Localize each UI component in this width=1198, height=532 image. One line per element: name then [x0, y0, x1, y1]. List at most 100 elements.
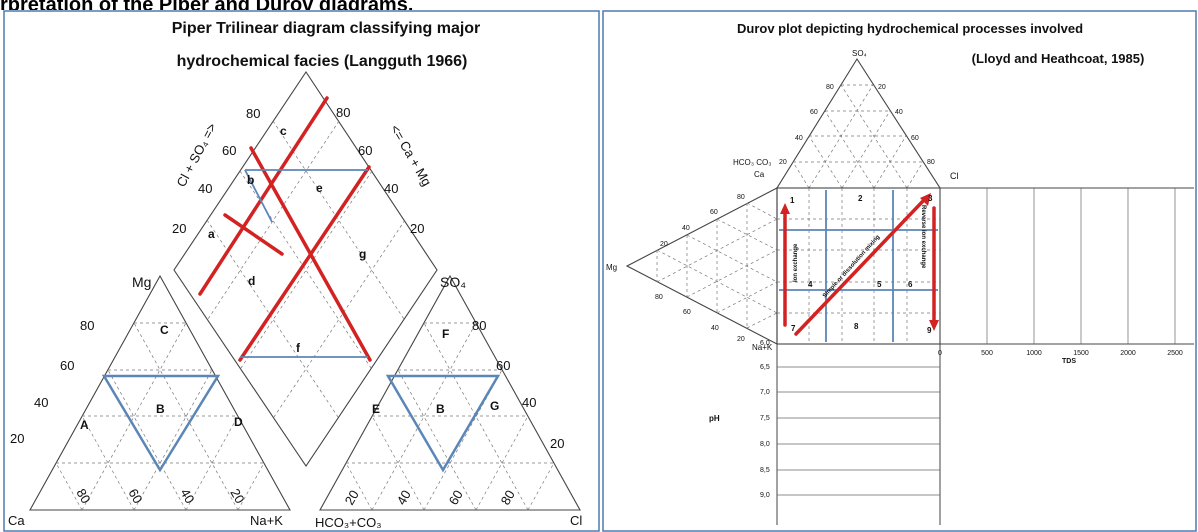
durov-zone-lines [779, 190, 938, 342]
diamond-blue-lines [240, 169, 368, 358]
diamond-tick-right-40: 40 [384, 181, 398, 196]
durov-main-square: 1 2 3 4 5 6 7 8 9 Ion exchange Simple or… [776, 187, 941, 345]
ph-tick-9-0: 9,0 [760, 492, 770, 499]
tds-tick-2000: 2000 [1120, 350, 1136, 357]
durov-top-tick-l60: 60 [810, 109, 818, 116]
piper-panel-border [3, 10, 600, 532]
anion-tick-20: 20 [550, 436, 564, 451]
anion-bottom-tick-40: 40 [394, 487, 414, 507]
durov-top-tick-l40: 40 [795, 135, 803, 142]
ph-tick-7-0: 7,0 [760, 389, 770, 396]
anion-tick-40: 40 [522, 395, 536, 410]
cation-outline [29, 274, 291, 511]
durov-cell-3: 3 [928, 194, 933, 203]
zone-f: f [296, 341, 301, 355]
ph-axis-label: pH [709, 414, 720, 423]
cation-bottom-tick-80: 80 [73, 486, 93, 506]
diamond-right-axis-label: <= Ca + Mg [387, 122, 434, 189]
zone-b: b [247, 173, 254, 187]
cation-base-left-label: Ca [8, 513, 25, 528]
diamond-left-axis-label: Cl + SO₄ => [173, 121, 219, 190]
durov-left-tick-u20: 20 [660, 241, 668, 248]
anion-triangle: SO₄ HCO₃+CO₃ Cl 80 60 40 20 20 40 60 80 … [315, 274, 582, 530]
durov-left-tick-l40: 40 [711, 325, 719, 332]
zone-a: a [208, 227, 215, 241]
cation-bottom-tick-20: 20 [227, 486, 247, 506]
durov-cell-7: 7 [791, 324, 796, 333]
anion-bottom-tick-60: 60 [446, 487, 466, 507]
durov-top-triangle: SO₄ HCO₃ CO₃ Ca Cl 80 60 40 20 20 40 60 … [733, 49, 959, 189]
anion-bottom-tick-20: 20 [342, 487, 362, 507]
diamond-tick-left-80: 80 [246, 106, 260, 121]
durov-left-tick-l80: 80 [655, 294, 663, 301]
durov-top-outline [776, 57, 942, 189]
durov-top-tick-r40: 40 [895, 109, 903, 116]
tds-tick-2500: 2500 [1167, 350, 1183, 357]
durov-ph-panel: 6,0 6,5 7,0 7,5 8,0 8,5 9,0 pH [709, 340, 941, 525]
durov-left-tick-l20: 20 [737, 336, 745, 343]
cation-bottom-tick-40: 40 [177, 486, 197, 506]
zone-c: c [280, 124, 287, 138]
diamond-outline [173, 71, 438, 467]
durov-tds-panel: 0 500 1000 1500 2000 2500 TDS [938, 187, 1194, 365]
cation-zone-C: C [160, 323, 169, 337]
cation-triangle: Mg Ca Na+K 80 60 40 20 80 60 40 20 A B C… [8, 274, 291, 528]
cation-zone-B: B [156, 402, 165, 416]
cation-zone-B-triangle [101, 374, 221, 473]
diamond-tick-right-60: 60 [358, 143, 372, 158]
durov-left-apex-label: Mg [606, 263, 617, 272]
durov-diagram: Durov plot depicting hydrochemical proce… [606, 21, 1194, 525]
ph-tick-8-5: 8,5 [760, 467, 770, 474]
zone-d: d [248, 274, 255, 288]
durov-title-line1: Durov plot depicting hydrochemical proce… [737, 21, 1083, 36]
cation-apex-label: Mg [132, 274, 151, 290]
durov-top-left-label: HCO₃ CO₃ [733, 158, 772, 167]
durov-top-tick-r60: 60 [911, 135, 919, 142]
anion-zone-F: F [442, 327, 449, 341]
cation-bottom-tick-60: 60 [125, 486, 145, 506]
cation-tick-40: 40 [34, 395, 48, 410]
zone-e: e [316, 181, 323, 195]
durov-panel-border [602, 10, 1197, 532]
durov-left-bottom-label: Na+K [752, 343, 773, 352]
cation-tick-80: 80 [80, 318, 94, 333]
durov-top-tick-r80: 80 [927, 159, 935, 166]
anion-zone-B: B [436, 402, 445, 416]
piper-diamond: 80 60 40 20 80 60 40 20 Cl + SO₄ => <= C… [172, 71, 438, 467]
durov-cell-9: 9 [927, 326, 932, 335]
anion-apex-label: SO₄ [440, 274, 466, 290]
tds-tick-1000: 1000 [1026, 350, 1042, 357]
piper-title-line1: Piper Trilinear diagram classifying majo… [172, 20, 481, 37]
cation-tick-20: 20 [10, 431, 24, 446]
ph-tick-6-5: 6,5 [760, 364, 770, 371]
durov-left-triangle: Mg Na+K 80 60 40 20 80 60 40 20 [606, 187, 778, 352]
tds-tick-500: 500 [981, 350, 993, 357]
durov-left-tick-l60: 60 [683, 309, 691, 316]
durov-cell-2: 2 [858, 194, 863, 203]
durov-left-outline [625, 187, 778, 345]
cation-zone-D: D [234, 415, 243, 429]
tds-axis-label: TDS [1062, 358, 1076, 365]
durov-top-tick-l20: 20 [779, 159, 787, 166]
anion-base-left-label: HCO₃+CO₃ [315, 515, 382, 530]
durov-process-arrows [780, 193, 939, 336]
diamond-grid [206, 120, 406, 418]
anion-zone-B-triangle [385, 374, 501, 473]
durov-apex-label: SO₄ [852, 49, 867, 58]
durov-cell-4: 4 [808, 280, 813, 289]
diamond-tick-right-20: 20 [410, 221, 424, 236]
durov-top-right-label: Cl [950, 171, 959, 181]
diamond-tick-left-60: 60 [222, 143, 236, 158]
anion-tick-80: 80 [472, 318, 486, 333]
anion-base-right-label: Cl [570, 513, 582, 528]
durov-cell-1: 1 [790, 196, 795, 205]
ph-tick-8-0: 8,0 [760, 441, 770, 448]
piper-title-line2: hydrochemical facies (Langguth 1966) [177, 53, 468, 70]
ph-tick-6-0: 6,0 [760, 340, 770, 347]
durov-left-tick-u80: 80 [737, 194, 745, 201]
anion-zone-G: G [490, 399, 499, 413]
durov-arrow-label-ion-exchange: Ion exchange [793, 243, 799, 282]
durov-top-tick-l80: 80 [826, 84, 834, 91]
zone-g: g [359, 247, 366, 261]
